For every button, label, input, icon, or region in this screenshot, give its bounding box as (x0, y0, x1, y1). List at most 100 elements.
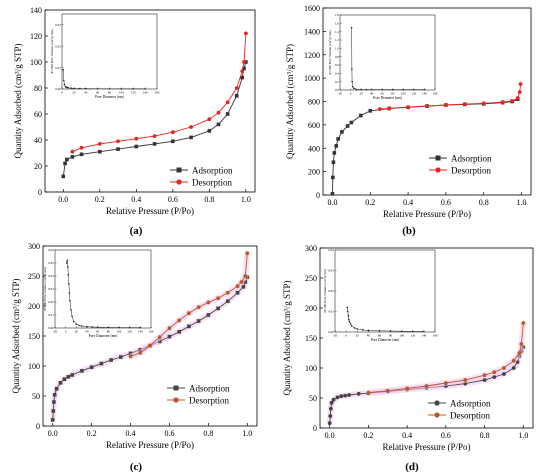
data-point (405, 386, 410, 391)
y-tick-label: 300 (305, 244, 317, 253)
inset-frame (61, 13, 158, 90)
data-point (243, 274, 248, 278)
inset-point (71, 315, 73, 318)
data-point (99, 361, 104, 366)
inset-x-tick-label: 0 (65, 330, 67, 334)
inset-x-tick-label: 140 (421, 334, 426, 338)
x-tick-label: 1.0 (242, 429, 252, 438)
inset-point (352, 87, 355, 90)
x-tick-label: 0.8 (479, 198, 489, 207)
legend-label: Desorption (192, 178, 232, 188)
data-point (97, 142, 102, 146)
data-point (97, 149, 102, 154)
inset-y-tick-label: 0.0 (335, 88, 339, 92)
data-point (171, 139, 175, 144)
x-tick-label: 0.6 (164, 429, 174, 438)
x-tick-label: 0.8 (203, 429, 213, 438)
x-tick-label: 0.0 (48, 429, 58, 438)
legend-label: Adsorption (451, 154, 492, 164)
data-point (240, 75, 245, 80)
inset-point (413, 88, 415, 91)
x-tick-label: 0.2 (365, 198, 375, 207)
legend-marker (435, 167, 441, 173)
data-point (65, 157, 69, 162)
inset-point (62, 79, 65, 82)
data-point (62, 377, 67, 381)
x-tick-label: 0.0 (327, 198, 337, 207)
y-tick-label: 0 (38, 188, 42, 197)
inset-point (351, 80, 353, 83)
inset-point (132, 87, 135, 90)
inset-point (381, 88, 384, 91)
legend-label: Desorption (450, 411, 490, 421)
data-point (235, 291, 240, 295)
data-point (196, 305, 201, 310)
inset-x-tick-label: 40 (370, 92, 374, 96)
y-tick-label: 40 (34, 136, 42, 145)
inset-point (348, 320, 351, 323)
data-point (366, 390, 371, 395)
inset-point (139, 326, 142, 329)
inset-x-tick-label: 80 (108, 91, 112, 95)
inset-y-tick-label: 0.02 (55, 44, 61, 48)
x-tick-label: 0.6 (441, 431, 451, 440)
y-tick-label: 50 (309, 394, 317, 403)
data-point (216, 296, 220, 301)
data-point (339, 394, 344, 399)
legend-marker (435, 155, 441, 161)
inset-y-tick-label: 0.02 (48, 300, 54, 304)
inset-x-tick-label: 60 (96, 91, 100, 95)
inset-point (65, 262, 68, 264)
series-desorption (366, 321, 527, 396)
data-point (187, 311, 191, 316)
data-point (443, 381, 448, 385)
data-point (241, 285, 246, 289)
y-tick-label: 80 (34, 84, 42, 93)
inset-point (80, 325, 83, 327)
data-point (462, 102, 467, 106)
inset-point (120, 87, 123, 90)
y-tick-label: 0 (316, 191, 320, 200)
data-point (521, 321, 526, 325)
x-tick-label: 0.6 (441, 198, 451, 207)
data-point (482, 378, 487, 382)
inset-point (365, 88, 368, 91)
data-point (63, 161, 67, 166)
chart-panel-1: 0.0 0.2 0.4 0.6 0.8 1.0 0 20 40 60 80 100 120 140 Rela… (13, 6, 256, 216)
inset-point (144, 87, 146, 90)
inset-line (346, 307, 424, 332)
inset-point (70, 87, 72, 89)
inset-x-tick-label: 60 (381, 92, 385, 96)
inset-x-tick-label: 160 (149, 330, 154, 334)
inset-y-tick-label: 0.00 (55, 87, 61, 91)
series-adsorption (61, 60, 248, 179)
data-point (234, 86, 239, 90)
data-point (240, 69, 245, 73)
y-tick-label: 1200 (304, 51, 320, 60)
data-point (242, 66, 246, 71)
inset-point (75, 323, 78, 325)
data-point (189, 135, 193, 140)
data-point (225, 100, 230, 105)
y-tick-label: 120 (30, 32, 42, 41)
legend-label: Desorption (189, 396, 229, 406)
inset-y-tick-label: 1.6 (335, 22, 339, 26)
y-tick-label: 140 (30, 6, 42, 15)
data-point (51, 409, 56, 413)
series-desorption (70, 31, 248, 154)
data-point (502, 366, 506, 370)
inset-x-axis-label: Pore Diameter (nm) (371, 338, 401, 342)
inset-x-tick-label: 40 (367, 334, 371, 338)
inset-point (63, 83, 66, 86)
inset-x-tick-label: 60 (96, 330, 100, 334)
inset-point (79, 87, 81, 90)
inset-x-tick-label: 120 (131, 91, 136, 95)
x-axis-label: Relative Pressure (P/Po) (383, 209, 471, 219)
data-point (510, 99, 514, 103)
inset-x-tick-label: 0 (350, 92, 352, 96)
inset-x-tick-label: 160 (433, 92, 438, 96)
x-tick-label: 0.2 (363, 431, 373, 440)
data-point (225, 290, 230, 295)
legend: Adsorption Desorption (167, 384, 230, 406)
inset-y-tick-label: 0.4 (335, 72, 339, 76)
